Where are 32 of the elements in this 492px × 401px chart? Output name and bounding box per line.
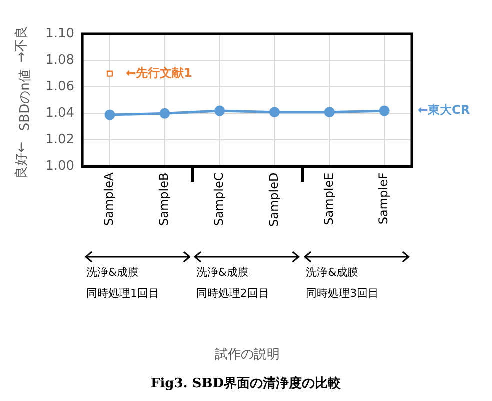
text: 試作の説明 xyxy=(214,347,280,362)
x-tick-label: SampleB xyxy=(157,172,172,226)
x-tick-label: SampleD xyxy=(266,172,281,227)
x-tick-label: SampleF xyxy=(376,172,391,225)
text: 洗浄&成膜 xyxy=(306,264,359,281)
text: 同時処理1回目 xyxy=(86,286,160,302)
x-tick-label: SampleE xyxy=(322,172,336,226)
text: ←東大CR xyxy=(418,103,470,118)
y-tick-label: 1.04 xyxy=(46,106,75,122)
y-tick-label: 1.10 xyxy=(46,26,75,42)
text: →不良 xyxy=(14,26,30,63)
text: 良好← xyxy=(14,142,30,179)
point xyxy=(379,106,390,116)
point xyxy=(214,106,226,116)
y-tick-label: 1.06 xyxy=(46,79,75,94)
text: 同時処理3回目 xyxy=(306,286,380,302)
y-tick-label: 1.00 xyxy=(46,159,75,174)
text: 洗浄&成膜 xyxy=(196,264,249,281)
text: 同時処理2回目 xyxy=(196,286,270,302)
series-label: ←先行文献1 xyxy=(126,66,192,80)
y-tick-label: 1.02 xyxy=(46,132,75,148)
x-tick-label: SampleC xyxy=(212,172,226,226)
text: 洗浄&成膜 xyxy=(86,264,140,281)
y-axis-title: SBDのn値 xyxy=(18,70,34,132)
point xyxy=(269,107,280,118)
y-tick-label: 1.08 xyxy=(46,52,75,68)
text: Fig3. SBD界面の清浄度の比較 xyxy=(150,375,342,392)
x-tick-label: SampleA xyxy=(102,172,116,226)
point xyxy=(324,107,335,118)
point xyxy=(160,108,170,119)
point xyxy=(104,110,116,120)
point xyxy=(106,70,114,77)
